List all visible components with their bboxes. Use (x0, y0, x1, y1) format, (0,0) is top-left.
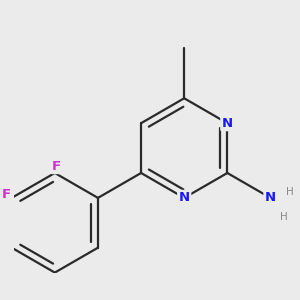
Text: F: F (2, 188, 10, 201)
Text: N: N (178, 191, 190, 204)
Text: N: N (222, 117, 233, 130)
Text: N: N (265, 191, 276, 204)
Text: F: F (52, 160, 61, 172)
Text: H: H (280, 212, 288, 222)
Text: H: H (286, 188, 293, 197)
